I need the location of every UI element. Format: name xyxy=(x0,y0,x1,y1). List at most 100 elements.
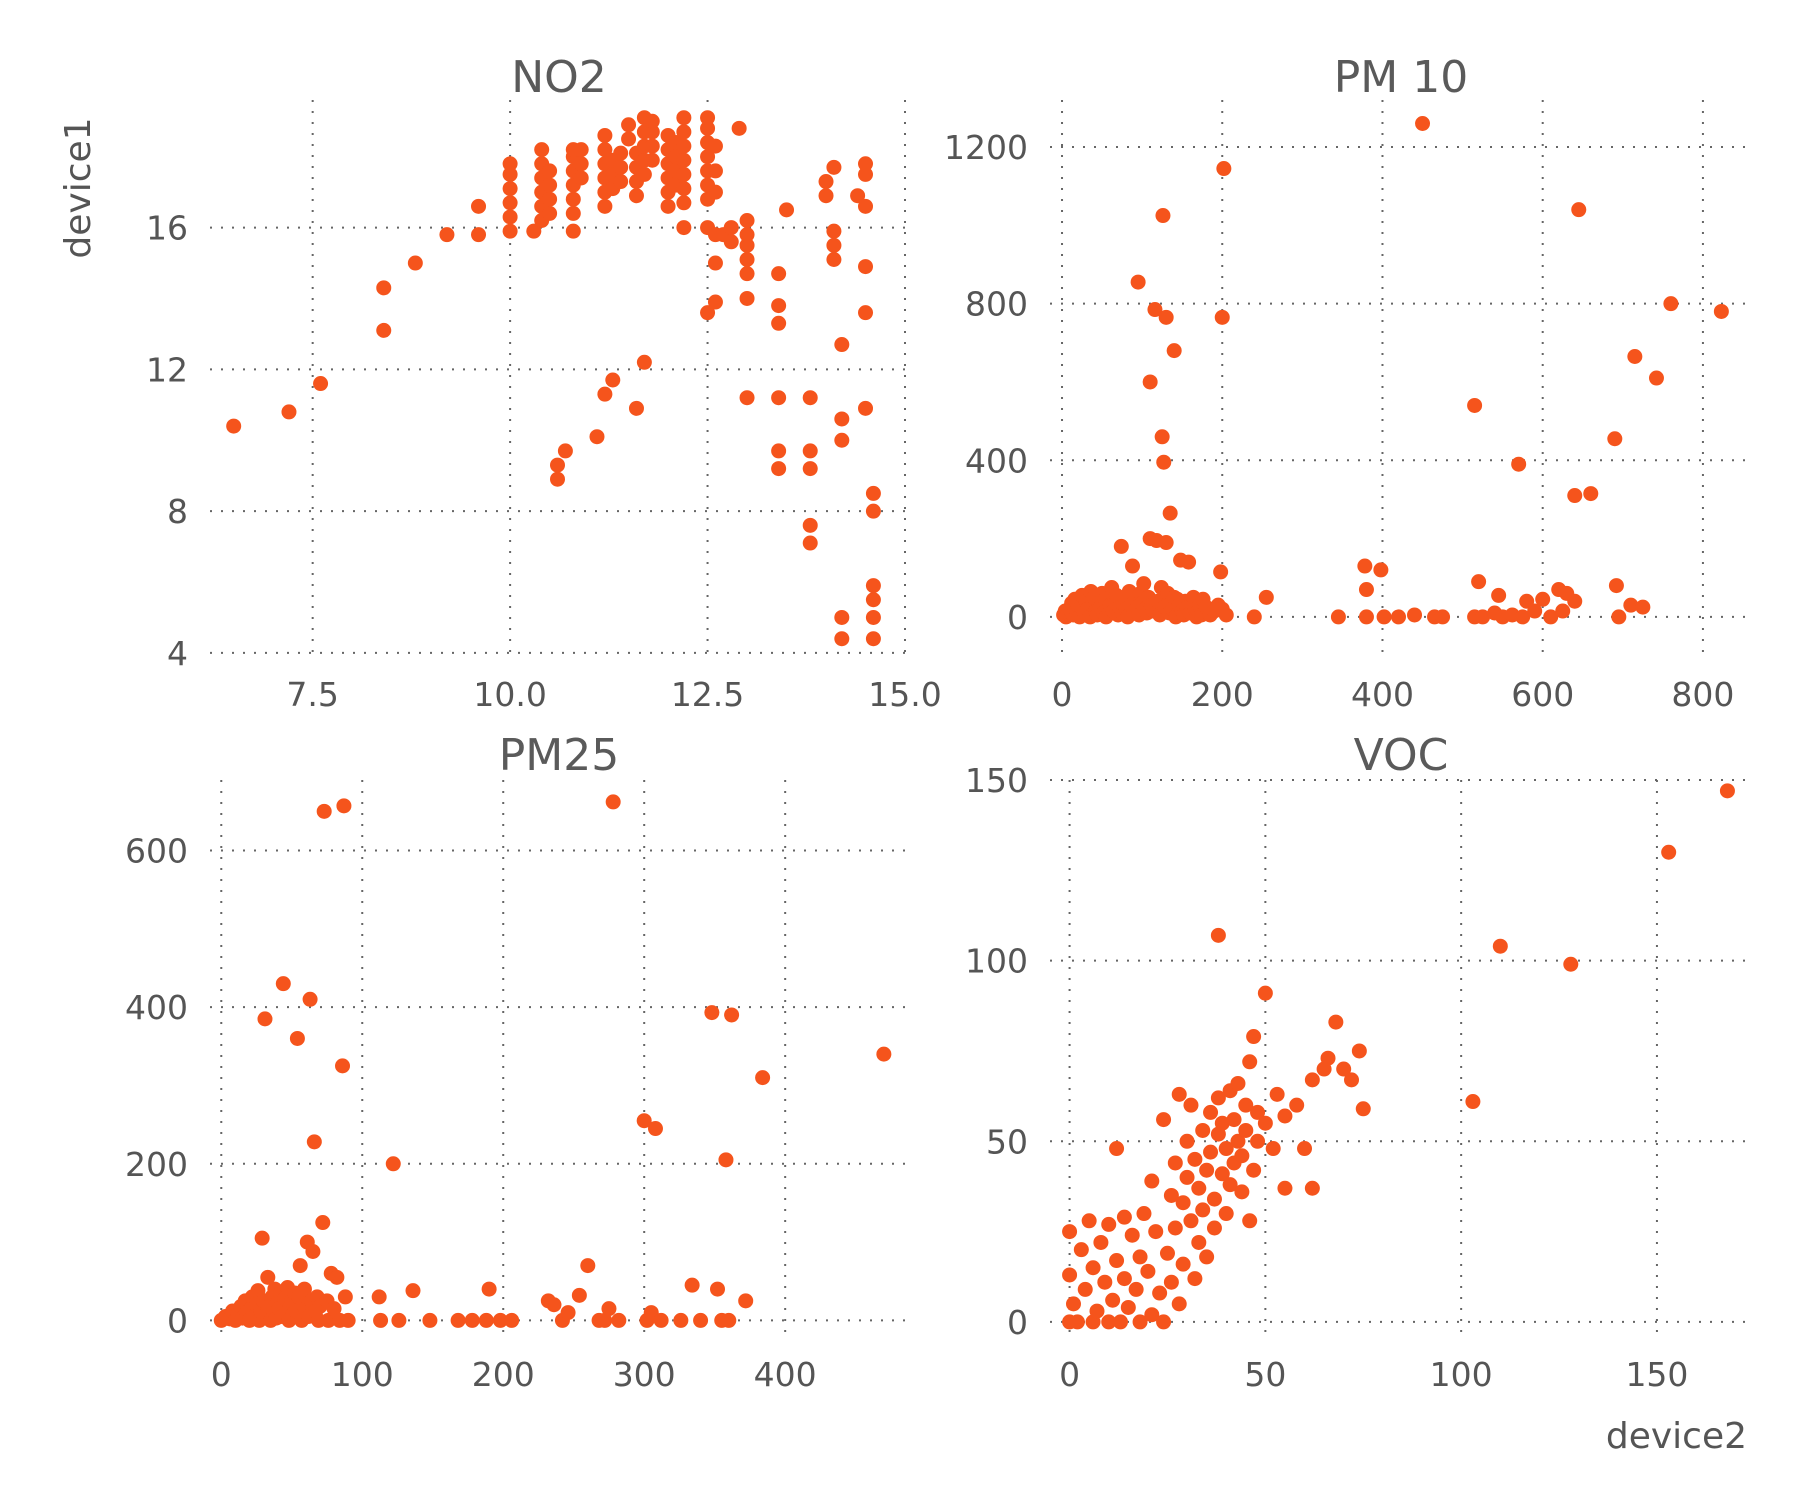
data-point xyxy=(502,166,518,182)
data-point xyxy=(700,149,716,165)
data-point xyxy=(1167,1155,1183,1171)
data-point xyxy=(1203,1144,1219,1160)
data-point xyxy=(718,1152,734,1168)
scatter-points xyxy=(1062,783,1735,1330)
data-point xyxy=(1179,1169,1195,1185)
data-point xyxy=(611,1312,627,1328)
data-point xyxy=(1257,985,1273,1001)
data-point xyxy=(589,429,605,445)
data-point xyxy=(739,227,755,243)
data-point xyxy=(1351,1043,1367,1059)
y-tick-label: 8 xyxy=(167,492,188,531)
data-point xyxy=(557,443,573,459)
data-point xyxy=(337,1289,353,1305)
data-point xyxy=(1156,1112,1172,1128)
data-point xyxy=(858,305,874,321)
data-point xyxy=(802,461,818,477)
data-point xyxy=(673,1312,689,1328)
data-point xyxy=(1101,1216,1117,1232)
data-point xyxy=(1511,456,1527,472)
data-point xyxy=(771,443,787,459)
data-point xyxy=(818,188,834,204)
data-point xyxy=(1199,1249,1215,1265)
data-point xyxy=(1344,1072,1360,1088)
data-point xyxy=(1163,1274,1179,1290)
data-point xyxy=(1373,562,1389,578)
data-point xyxy=(1162,505,1178,521)
data-point xyxy=(1105,1292,1121,1308)
x-tick-label: 0 xyxy=(1052,675,1073,714)
scatter-points xyxy=(213,794,892,1328)
data-point xyxy=(597,198,613,214)
x-tick-label: 15.0 xyxy=(868,675,941,714)
x-tick-label: 7.5 xyxy=(286,675,338,714)
data-point xyxy=(1330,609,1346,625)
data-point xyxy=(826,237,842,253)
x-tick-label: 400 xyxy=(1351,675,1414,714)
y-tick-label: 16 xyxy=(146,209,188,248)
data-point xyxy=(834,337,850,353)
data-point xyxy=(802,535,818,551)
data-point xyxy=(1113,538,1129,554)
data-point xyxy=(1246,609,1262,625)
y-tick-label: 0 xyxy=(1007,1303,1028,1342)
data-point xyxy=(1142,374,1158,390)
data-point xyxy=(1199,1162,1215,1178)
data-point xyxy=(771,315,787,331)
data-point xyxy=(1567,488,1583,504)
data-point xyxy=(1101,1314,1117,1330)
data-point xyxy=(834,432,850,448)
data-point xyxy=(1124,1227,1140,1243)
data-point xyxy=(597,386,613,402)
data-point xyxy=(1163,1187,1179,1203)
data-point xyxy=(644,152,660,168)
data-point xyxy=(802,443,818,459)
data-point xyxy=(316,803,332,819)
data-point xyxy=(1065,1296,1081,1312)
data-point xyxy=(1116,1209,1132,1225)
data-point xyxy=(597,142,613,158)
data-point xyxy=(1623,597,1639,613)
data-point xyxy=(492,1312,508,1328)
data-point xyxy=(542,205,558,221)
data-point xyxy=(1250,1133,1266,1149)
data-point xyxy=(628,188,644,204)
data-point xyxy=(1148,1224,1164,1240)
scatter-points xyxy=(1056,115,1729,625)
data-point xyxy=(1191,1234,1207,1250)
x-tick-label: 150 xyxy=(1625,1355,1688,1394)
data-point xyxy=(779,202,795,218)
data-point xyxy=(1128,1281,1144,1297)
data-point xyxy=(613,174,629,190)
data-point xyxy=(1328,1014,1344,1030)
data-point xyxy=(865,485,881,501)
data-point xyxy=(1206,1191,1222,1207)
y-tick-label: 200 xyxy=(125,1145,188,1184)
data-point xyxy=(850,188,866,204)
data-point xyxy=(1226,1112,1242,1128)
y-tick-label: 150 xyxy=(965,761,1028,800)
data-point xyxy=(1159,1245,1175,1261)
data-point xyxy=(257,1011,273,1027)
data-point xyxy=(571,1287,587,1303)
data-point xyxy=(644,138,660,154)
data-point xyxy=(1171,1296,1187,1312)
data-point xyxy=(1132,1314,1148,1330)
data-point xyxy=(542,177,558,193)
data-point xyxy=(1358,609,1374,625)
x-tick-label: 400 xyxy=(754,1355,817,1394)
data-point xyxy=(1407,607,1423,623)
data-point xyxy=(755,1070,771,1086)
data-point xyxy=(710,1281,726,1297)
data-point xyxy=(1635,599,1651,615)
data-point xyxy=(676,110,692,126)
data-point xyxy=(660,198,676,214)
data-point xyxy=(376,280,392,296)
data-point xyxy=(721,1312,737,1328)
data-point xyxy=(1085,1260,1101,1276)
data-point xyxy=(226,418,242,434)
data-point xyxy=(1203,1104,1219,1120)
data-point xyxy=(371,1289,387,1305)
data-point xyxy=(1181,554,1197,570)
data-point xyxy=(1171,1086,1187,1102)
